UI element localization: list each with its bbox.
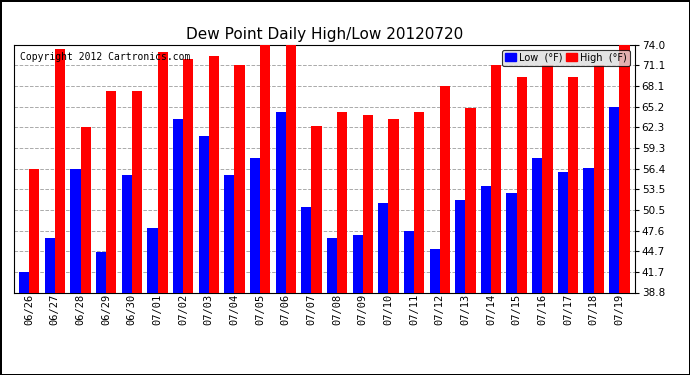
Bar bbox=[542, 65, 553, 375]
Bar bbox=[353, 235, 363, 375]
Bar bbox=[506, 193, 517, 375]
Bar bbox=[183, 59, 193, 375]
Bar bbox=[55, 48, 65, 375]
Bar bbox=[532, 158, 542, 375]
Bar bbox=[209, 56, 219, 375]
Bar bbox=[481, 186, 491, 375]
Bar bbox=[173, 119, 183, 375]
Legend: Low  (°F), High  (°F): Low (°F), High (°F) bbox=[502, 50, 630, 66]
Bar bbox=[302, 207, 311, 375]
Bar bbox=[327, 238, 337, 375]
Bar bbox=[70, 169, 81, 375]
Text: Copyright 2012 Cartronics.com: Copyright 2012 Cartronics.com bbox=[20, 53, 190, 62]
Bar bbox=[455, 200, 466, 375]
Bar bbox=[568, 76, 578, 375]
Bar bbox=[363, 115, 373, 375]
Bar bbox=[517, 76, 527, 375]
Bar bbox=[106, 91, 117, 375]
Bar bbox=[157, 52, 168, 375]
Bar bbox=[121, 175, 132, 375]
Bar bbox=[275, 112, 286, 375]
Bar bbox=[199, 136, 209, 375]
Bar bbox=[45, 238, 55, 375]
Bar bbox=[429, 249, 440, 375]
Bar bbox=[558, 171, 568, 375]
Bar bbox=[260, 45, 270, 375]
Bar bbox=[29, 169, 39, 375]
Bar bbox=[286, 45, 296, 375]
Bar bbox=[81, 127, 91, 375]
Bar bbox=[414, 112, 424, 375]
Bar bbox=[250, 158, 260, 375]
Bar bbox=[440, 87, 450, 375]
Bar bbox=[224, 175, 235, 375]
Bar bbox=[388, 119, 399, 375]
Bar bbox=[609, 107, 620, 375]
Bar bbox=[96, 252, 106, 375]
Bar bbox=[132, 91, 142, 375]
Bar bbox=[19, 272, 29, 375]
Bar bbox=[378, 203, 388, 375]
Bar bbox=[584, 168, 593, 375]
Bar bbox=[311, 126, 322, 375]
Bar bbox=[491, 65, 502, 375]
Bar bbox=[593, 65, 604, 375]
Title: Dew Point Daily High/Low 20120720: Dew Point Daily High/Low 20120720 bbox=[186, 27, 463, 42]
Bar bbox=[620, 45, 630, 375]
Bar bbox=[466, 108, 475, 375]
Bar bbox=[337, 112, 347, 375]
Bar bbox=[235, 65, 245, 375]
Bar bbox=[404, 231, 414, 375]
Bar bbox=[147, 228, 157, 375]
